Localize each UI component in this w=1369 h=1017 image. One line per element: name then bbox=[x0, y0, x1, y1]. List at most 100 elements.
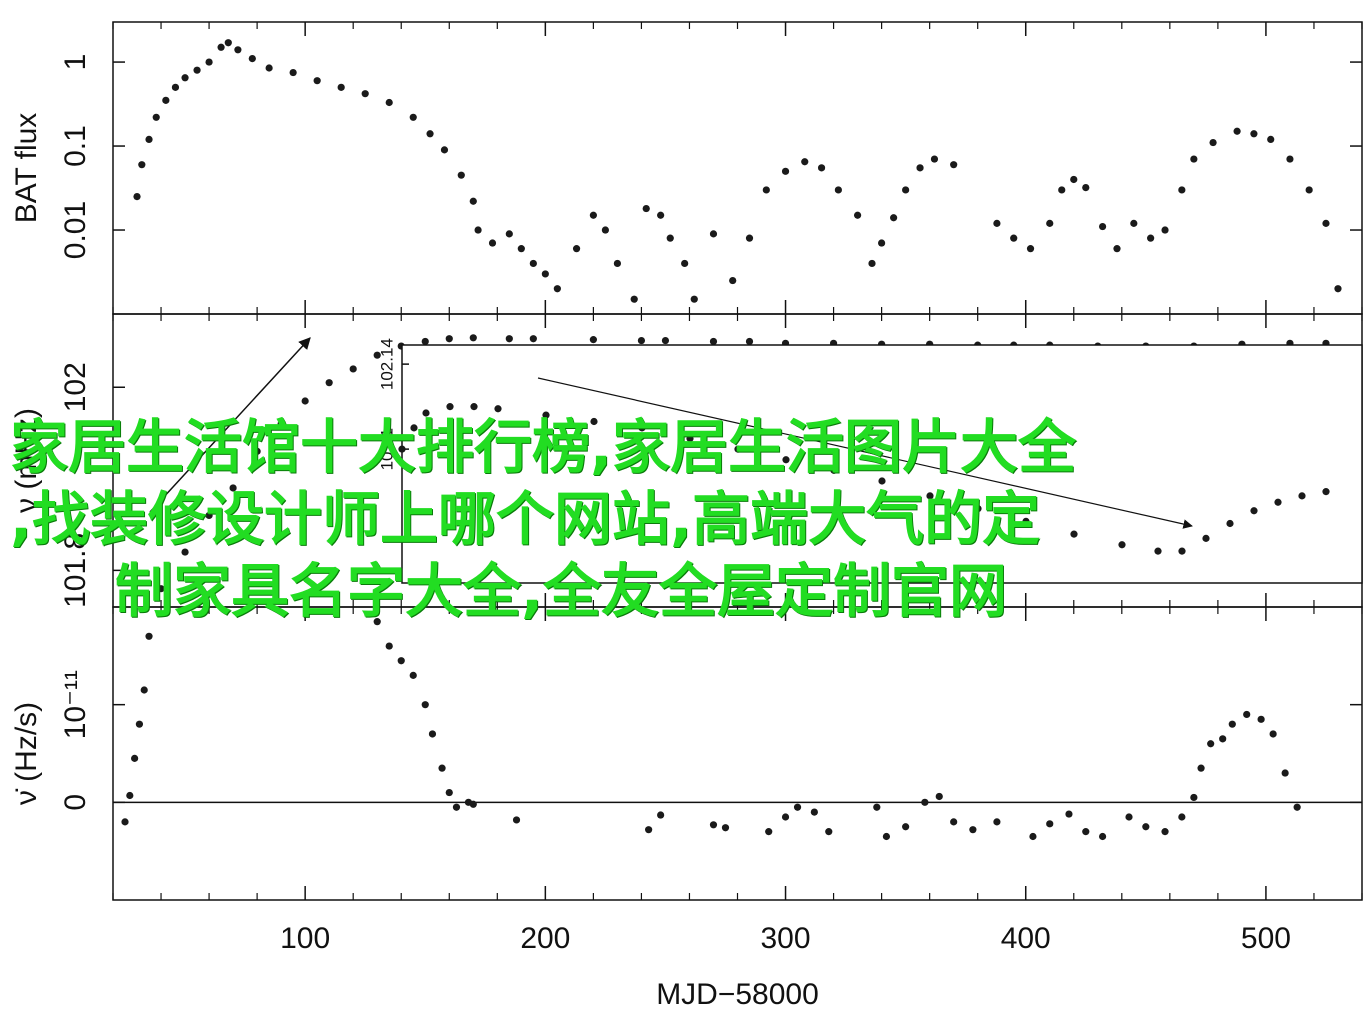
data-point bbox=[446, 403, 454, 411]
data-point bbox=[1281, 769, 1289, 777]
watermark-text: 制家具名字大全,全友全屋定制官网 bbox=[115, 557, 1008, 625]
data-point bbox=[1125, 813, 1133, 821]
data-point bbox=[781, 167, 790, 175]
data-point bbox=[878, 477, 886, 485]
data-point bbox=[1046, 820, 1054, 828]
data-point bbox=[133, 193, 141, 201]
data-point bbox=[152, 113, 160, 121]
data-point bbox=[1267, 135, 1275, 143]
data-point bbox=[974, 505, 982, 513]
data-point bbox=[1228, 720, 1236, 728]
data-point bbox=[890, 214, 898, 222]
data-point bbox=[553, 285, 561, 293]
data-point bbox=[1058, 186, 1066, 194]
data-point bbox=[373, 618, 381, 626]
data-point bbox=[878, 239, 886, 247]
data-point bbox=[1243, 710, 1251, 719]
data-point bbox=[469, 197, 477, 205]
data-point bbox=[135, 720, 144, 728]
data-point bbox=[1130, 219, 1138, 227]
data-point bbox=[1233, 127, 1241, 135]
data-point bbox=[765, 828, 773, 836]
data-point bbox=[409, 113, 417, 121]
data-point bbox=[1026, 245, 1035, 253]
data-point bbox=[385, 98, 393, 107]
data-point bbox=[421, 337, 429, 346]
y-axis-label: BAT flux bbox=[10, 113, 43, 224]
data-point bbox=[205, 58, 213, 66]
data-point bbox=[613, 259, 622, 268]
data-point bbox=[488, 239, 497, 247]
data-point bbox=[248, 54, 256, 63]
data-point bbox=[830, 466, 838, 474]
data-point bbox=[935, 792, 943, 801]
data-point bbox=[541, 270, 549, 278]
x-tick-label: 100 bbox=[280, 922, 330, 955]
data-point bbox=[1178, 813, 1186, 821]
data-point bbox=[1161, 828, 1169, 836]
data-point bbox=[1334, 285, 1342, 293]
data-point bbox=[512, 816, 521, 824]
data-point bbox=[224, 39, 232, 47]
data-point bbox=[325, 379, 333, 387]
data-point bbox=[1250, 507, 1258, 515]
x-tick-label: 300 bbox=[761, 922, 811, 955]
data-point bbox=[1207, 740, 1215, 748]
data-point bbox=[1178, 547, 1186, 555]
data-point bbox=[709, 821, 718, 829]
panel-frame bbox=[112, 21, 1363, 315]
data-point bbox=[145, 632, 153, 640]
data-point bbox=[1070, 530, 1078, 538]
data-point bbox=[181, 74, 189, 82]
data-point bbox=[1257, 715, 1265, 723]
data-point bbox=[397, 657, 405, 665]
data-point bbox=[853, 211, 862, 219]
data-point bbox=[422, 409, 430, 417]
data-point bbox=[529, 335, 537, 343]
data-point bbox=[781, 813, 790, 821]
data-point bbox=[734, 445, 742, 453]
data-point bbox=[470, 403, 478, 411]
data-point bbox=[1082, 828, 1090, 836]
data-point bbox=[1118, 541, 1126, 549]
data-point bbox=[916, 164, 924, 172]
data-point bbox=[902, 186, 910, 194]
data-point bbox=[469, 334, 477, 342]
data-point bbox=[542, 411, 550, 419]
y-tick-label: 102.1 bbox=[377, 428, 396, 471]
data-point bbox=[313, 77, 321, 85]
x-axis-label: MJD−58000 bbox=[656, 978, 819, 1011]
data-point bbox=[1322, 488, 1330, 496]
data-point bbox=[637, 336, 646, 345]
data-point bbox=[1298, 492, 1306, 500]
data-point bbox=[630, 295, 638, 303]
data-point bbox=[253, 447, 261, 455]
data-point bbox=[1293, 803, 1301, 811]
data-point bbox=[157, 585, 165, 593]
data-point bbox=[205, 511, 213, 520]
data-point bbox=[1209, 138, 1217, 147]
data-point bbox=[1029, 832, 1037, 841]
data-point bbox=[782, 456, 790, 464]
data-point bbox=[709, 230, 718, 238]
data-point bbox=[181, 548, 189, 556]
data-point bbox=[445, 335, 453, 343]
data-point bbox=[289, 68, 297, 77]
data-point bbox=[426, 130, 434, 138]
data-point bbox=[1190, 793, 1198, 802]
data-point bbox=[1269, 730, 1277, 738]
data-point bbox=[729, 276, 737, 285]
data-point bbox=[440, 146, 449, 154]
inset-frame bbox=[401, 344, 1363, 584]
data-point bbox=[810, 808, 818, 816]
data-point bbox=[745, 337, 754, 346]
data-point bbox=[709, 337, 718, 346]
data-point bbox=[1202, 534, 1210, 542]
arrow bbox=[537, 377, 1193, 529]
y-axis-label: ν (mHz) bbox=[10, 408, 43, 513]
data-point bbox=[1178, 186, 1186, 194]
data-point bbox=[882, 832, 891, 841]
data-point bbox=[337, 83, 345, 91]
data-point bbox=[969, 826, 977, 834]
